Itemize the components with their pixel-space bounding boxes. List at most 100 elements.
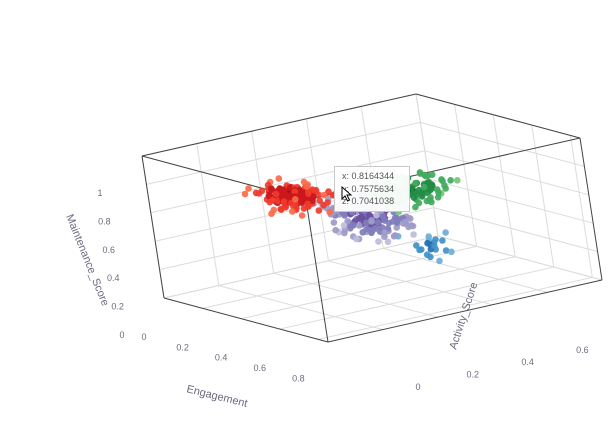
z-tick-label: 0 [119, 330, 124, 340]
data-point [353, 235, 360, 243]
data-point [320, 191, 328, 199]
data-point [431, 242, 438, 250]
data-point [304, 190, 312, 197]
data-point [425, 233, 433, 240]
data-point [442, 247, 450, 254]
grid-line-y [196, 143, 220, 286]
data-point [291, 188, 299, 195]
data-point [439, 237, 446, 244]
data-point [364, 225, 371, 233]
data-point [281, 203, 289, 210]
z-axis-title: Maintenance_Score [63, 213, 111, 308]
hover-y-label: y: [342, 183, 350, 194]
data-point [340, 222, 348, 229]
data-point [400, 220, 407, 227]
grid-line-y [415, 93, 439, 237]
data-point [320, 201, 327, 209]
data-point [350, 222, 357, 229]
data-point [332, 226, 339, 234]
frame-edge [327, 279, 603, 343]
data-point [427, 194, 434, 201]
data-point [425, 179, 433, 186]
data-point [448, 248, 455, 256]
data-point [309, 197, 316, 205]
data-point [289, 208, 296, 215]
data-point [374, 219, 382, 226]
grid-line-z [146, 121, 421, 185]
data-point [369, 226, 377, 234]
data-point [413, 191, 420, 198]
data-point [330, 219, 338, 226]
data-point [341, 212, 348, 219]
data-point [315, 191, 322, 198]
data-point [292, 196, 299, 203]
data-point [442, 185, 450, 192]
data-point [410, 231, 417, 238]
x-tick-label: 0.2 [176, 342, 189, 352]
grid-line-x [318, 276, 593, 340]
data-point [454, 177, 461, 184]
frame-edge [141, 155, 165, 299]
tick-labels: 00.20.40.60.800.20.40.60.8100.20.40.60.8… [97, 188, 589, 392]
hover-x-value: 0.8164344 [351, 171, 395, 181]
data-point [375, 238, 382, 245]
hover-y-row: y: 0.7575634 [342, 183, 409, 196]
z-tick-label: 1 [97, 188, 102, 198]
y-tick-label: 0.2 [467, 370, 480, 380]
grid-line-z [437, 235, 603, 281]
frame-edge [305, 199, 329, 343]
hover-z-label: z: [342, 196, 350, 206]
data-point [298, 212, 306, 219]
grid-line-x [279, 266, 554, 330]
data-point [420, 183, 428, 191]
grid-line-x [241, 256, 516, 320]
data-point [304, 203, 312, 210]
mouse-pointer-icon [341, 186, 353, 202]
z-tick-label: 0.2 [111, 302, 124, 312]
data-point [433, 186, 441, 193]
hover-z-value: 0.7041038 [351, 196, 395, 206]
x-tick-label: 0.4 [215, 353, 228, 363]
grid-line-z [163, 235, 439, 299]
data-point [405, 223, 412, 231]
data-point [389, 218, 397, 225]
data-point [381, 233, 388, 240]
data-point [373, 212, 380, 219]
data-point [326, 208, 334, 216]
grid-line-y [328, 260, 493, 306]
hover-z-row: z: 0.7041038 [342, 195, 409, 208]
data-point [390, 233, 398, 240]
grid-line-z [150, 150, 425, 214]
grid-line-x [569, 135, 593, 278]
hover-x-row: x: 0.8164344 [342, 170, 409, 183]
hover-y-value: 0.7575634 [351, 183, 395, 194]
data-point [303, 183, 311, 190]
data-point [418, 193, 426, 200]
frame-edge [579, 137, 603, 281]
data-point [255, 190, 263, 197]
data-point [417, 170, 424, 177]
z-tick-label: 0.4 [107, 273, 120, 283]
grid-line-y [218, 285, 383, 331]
data-point [355, 222, 363, 229]
y-tick-label: 0 [415, 382, 420, 392]
y-tick-label: 0.4 [521, 357, 534, 367]
x-axis-title: Engagement [185, 383, 248, 410]
grid-line-z [429, 178, 594, 224]
data-point [418, 246, 425, 253]
data-point [359, 229, 367, 236]
data-point [270, 206, 278, 214]
data-point [436, 257, 443, 265]
grid-line-y [251, 131, 275, 274]
grid-line-x [492, 114, 516, 257]
data-point [447, 177, 454, 184]
frame-edge [141, 93, 417, 157]
grid-line-z [420, 121, 585, 167]
data-point [272, 190, 280, 198]
hover-x-label: x: [342, 171, 350, 181]
data-point [368, 218, 375, 225]
x-tick-label: 0.8 [292, 373, 305, 383]
frame-edge [163, 297, 329, 343]
y-tick-label: 0.6 [576, 345, 589, 355]
